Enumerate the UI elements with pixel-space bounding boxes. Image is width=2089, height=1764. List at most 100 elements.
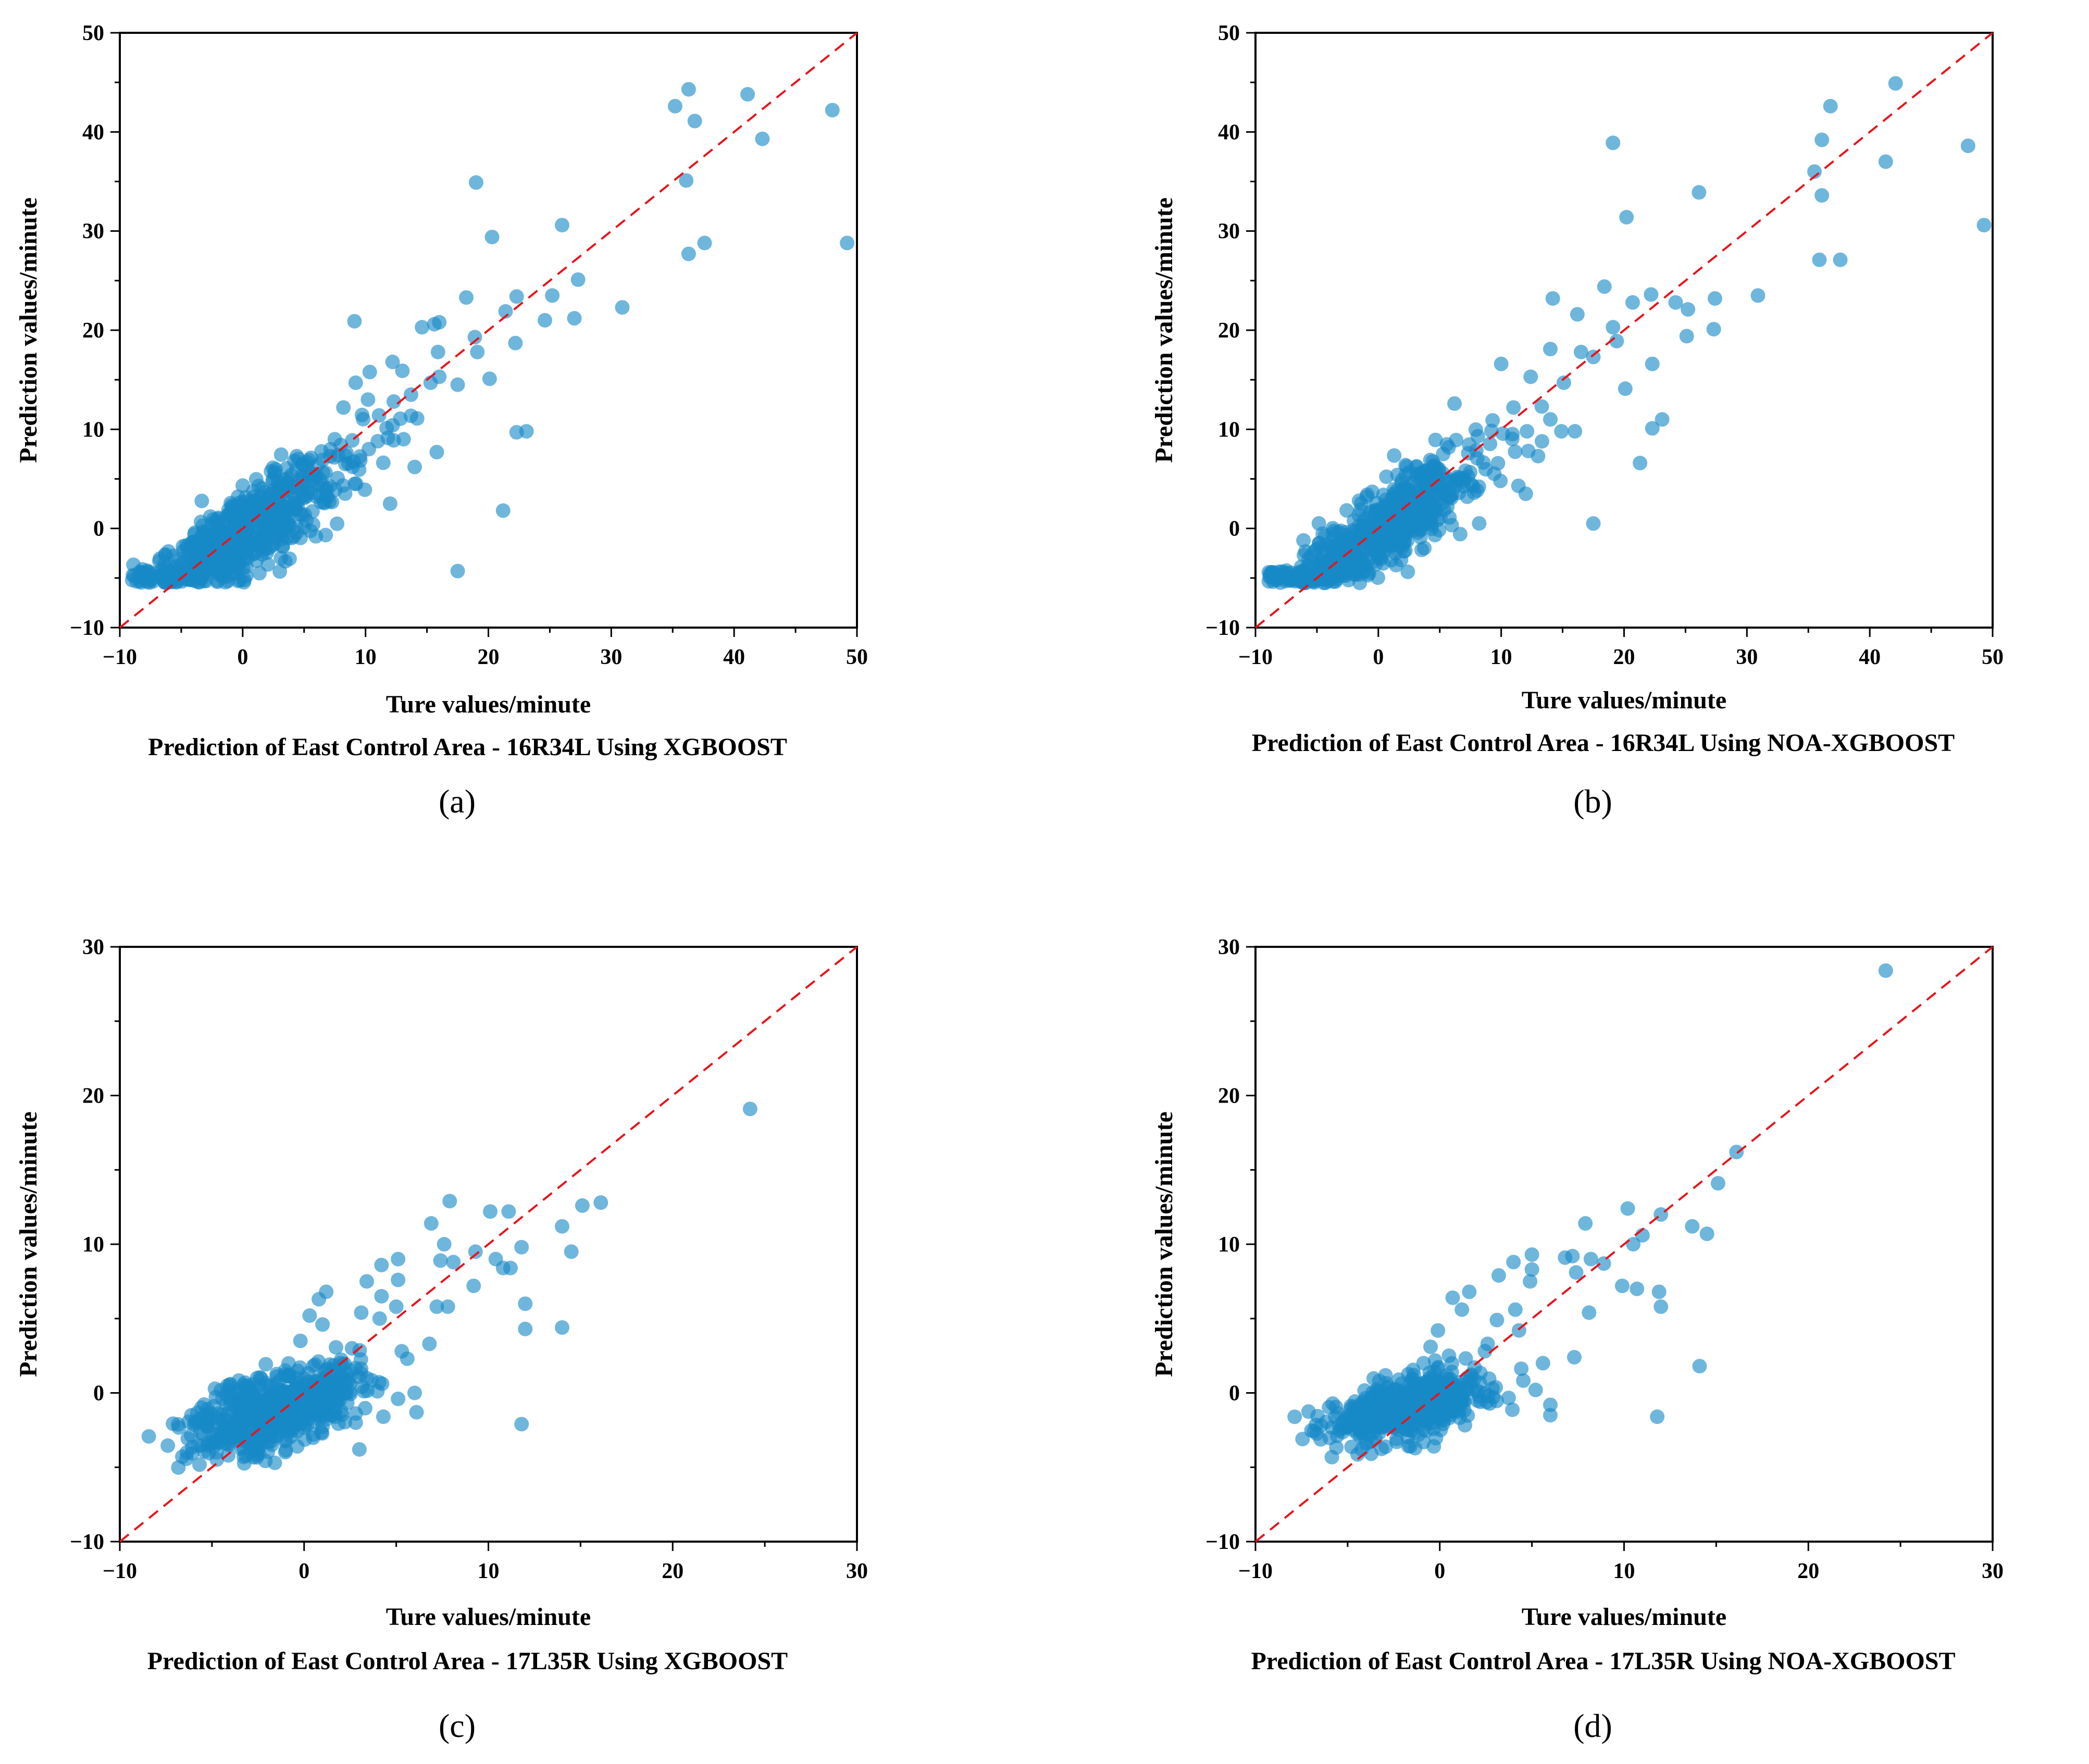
data-point (1368, 557, 1383, 572)
data-point (315, 1426, 330, 1441)
data-point (1462, 1284, 1477, 1299)
data-point (432, 369, 447, 384)
data-point (289, 525, 304, 540)
data-point (264, 539, 279, 554)
data-point (206, 512, 221, 527)
data-point (1506, 1255, 1521, 1270)
data-point (1427, 528, 1443, 543)
data-point (1375, 1412, 1390, 1428)
data-point (1543, 342, 1558, 357)
data-point (370, 434, 386, 449)
data-point (357, 482, 372, 497)
scatter-points (141, 1102, 757, 1475)
data-point (141, 568, 156, 583)
data-point (141, 1429, 156, 1444)
data-point (407, 459, 422, 474)
data-point (1878, 963, 1893, 978)
x-tick-label: −10 (103, 645, 137, 669)
data-point (1374, 1441, 1389, 1456)
data-point (1516, 1373, 1531, 1388)
data-point (289, 1410, 304, 1425)
data-point (330, 516, 345, 531)
data-point (518, 1321, 533, 1336)
data-point (272, 564, 288, 579)
data-point (1397, 480, 1412, 495)
data-point (1583, 1252, 1598, 1267)
data-point (1422, 472, 1437, 487)
y-tick-label: 10 (1218, 418, 1240, 442)
data-point (1357, 1383, 1372, 1398)
data-point (315, 1317, 330, 1332)
data-point (218, 526, 233, 541)
x-tick-label: 20 (662, 1559, 683, 1583)
data-point (264, 464, 279, 479)
data-point (396, 432, 411, 447)
data-point (1359, 1409, 1374, 1424)
data-point (220, 1384, 235, 1399)
y-axis-label: Prediction values/minute (1150, 1111, 1178, 1377)
data-point (1573, 344, 1588, 359)
data-point (514, 1240, 529, 1255)
data-point (1411, 1406, 1426, 1421)
x-axis-label: Ture values/minute (1522, 686, 1726, 714)
data-point (184, 1408, 199, 1423)
data-point (193, 558, 208, 573)
data-point (376, 1409, 391, 1424)
data-point (1706, 322, 1721, 337)
data-point (208, 534, 223, 549)
data-point (1452, 527, 1468, 542)
data-point (1388, 540, 1403, 555)
y-tick-label: −10 (70, 1530, 104, 1554)
data-point (382, 496, 397, 511)
data-point (268, 1412, 283, 1427)
data-point (371, 408, 387, 423)
data-point (376, 455, 391, 470)
y-tick-label: 30 (82, 220, 104, 244)
y-tick-label: 0 (93, 1382, 104, 1406)
y-tick-label: 0 (1229, 1382, 1240, 1406)
data-point (1606, 320, 1621, 335)
data-point (1401, 1438, 1416, 1454)
data-point (825, 103, 840, 118)
data-point (1349, 1401, 1364, 1416)
data-point (1411, 1388, 1426, 1404)
data-point (409, 1405, 424, 1420)
data-point (240, 543, 255, 558)
data-point (319, 488, 334, 503)
data-point (338, 456, 353, 471)
data-point (501, 1204, 516, 1219)
data-point (840, 235, 855, 251)
data-point (1470, 429, 1485, 444)
y-tick-label: 40 (82, 120, 104, 144)
data-point (667, 98, 682, 114)
data-point (1514, 1361, 1529, 1377)
data-point (1534, 434, 1549, 449)
data-point (1681, 302, 1696, 317)
data-point (422, 1336, 437, 1352)
scatter-points (1261, 76, 1992, 591)
data-point (239, 1381, 254, 1396)
data-point (389, 1299, 404, 1314)
data-point (1619, 210, 1634, 225)
data-point (195, 534, 210, 549)
x-tick-label: 40 (723, 645, 745, 669)
data-point (1487, 466, 1502, 481)
data-point (555, 1219, 569, 1234)
data-point (279, 1433, 294, 1448)
data-point (1387, 502, 1402, 517)
data-point (1428, 432, 1443, 447)
data-point (1351, 507, 1366, 522)
data-point (362, 365, 377, 380)
data-point (182, 568, 197, 583)
data-point (567, 311, 582, 326)
y-tick-label: 20 (1218, 1084, 1240, 1108)
data-point (1878, 154, 1893, 169)
data-point (1523, 369, 1538, 384)
y-tick-label: −10 (1205, 616, 1240, 640)
y-axis-label: Prediction values/minute (15, 1111, 42, 1377)
data-point (1467, 1360, 1482, 1375)
chart-caption: Prediction of East Control Area - 16R34L… (1252, 729, 1955, 757)
y-tick-label: 20 (1218, 319, 1240, 343)
data-point (347, 314, 362, 329)
